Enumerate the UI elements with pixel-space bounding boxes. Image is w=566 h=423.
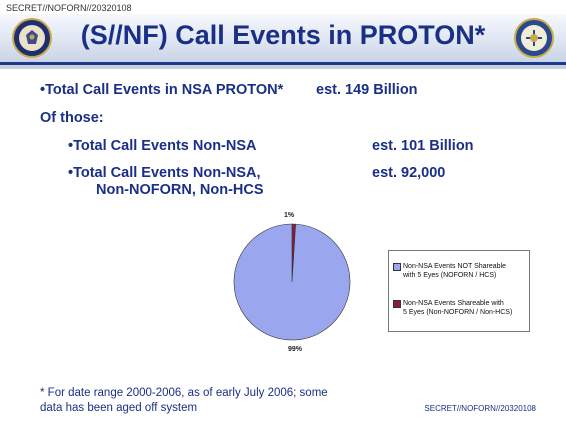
slice-label-small: 1%	[284, 212, 295, 219]
footnote-line2: data has been aged off system	[40, 402, 198, 414]
legend-text-line: Non-NSA Events NOT Shareable	[403, 263, 506, 270]
pie-chart: 1% 99%	[226, 208, 366, 358]
legend-text-line: with 5 Eyes (NOFORN / HCS)	[403, 272, 497, 279]
nsa-seal-icon	[12, 18, 52, 58]
footnote: * For date range 2000-2006, as of early …	[40, 386, 360, 416]
classification-marking-top: SECRET//NOFORN//20320108	[6, 3, 132, 13]
non-nsa-value: est. 101 Billion	[372, 138, 474, 154]
non-noforn-label-line1: •Total Call Events Non-NSA,	[68, 165, 261, 181]
non-noforn-label-line2: Non-NOFORN, Non-HCS	[96, 182, 264, 198]
footnote-line1: * For date range 2000-2006, as of early …	[40, 387, 328, 399]
pie-slice-not-shareable	[233, 223, 351, 341]
legend-text-line: 5 Eyes (Non-NOFORN / Non-HCS)	[403, 309, 513, 316]
agency-seal-icon	[514, 18, 554, 58]
legend-text-line: Non-NSA Events Shareable with	[403, 300, 504, 307]
legend-swatch-not-shareable	[393, 263, 401, 271]
non-nsa-label: •Total Call Events Non-NSA	[68, 138, 257, 154]
classification-marking-bottom: SECRET//NOFORN//20320108	[424, 404, 536, 413]
legend-swatch-shareable	[393, 300, 401, 308]
of-those-heading: Of those:	[40, 110, 104, 126]
title-bar: (S//NF) Call Events in PROTON*	[0, 14, 566, 65]
header-divider	[0, 65, 566, 69]
legend-item-not-shareable: Non-NSA Events NOT Shareable with 5 Eyes…	[393, 262, 506, 280]
slide-title: (S//NF) Call Events in PROTON*	[80, 20, 486, 50]
total-events-value: est. 149 Billion	[316, 82, 418, 98]
slice-label-large: 99%	[288, 346, 303, 353]
pie-chart-svg	[233, 223, 351, 341]
legend-item-shareable: Non-NSA Events Shareable with 5 Eyes (No…	[393, 299, 512, 317]
total-events-label: •Total Call Events in NSA PROTON*	[40, 82, 284, 98]
non-noforn-value: est. 92,000	[372, 165, 446, 181]
chart-legend: Non-NSA Events NOT Shareable with 5 Eyes…	[388, 250, 530, 332]
